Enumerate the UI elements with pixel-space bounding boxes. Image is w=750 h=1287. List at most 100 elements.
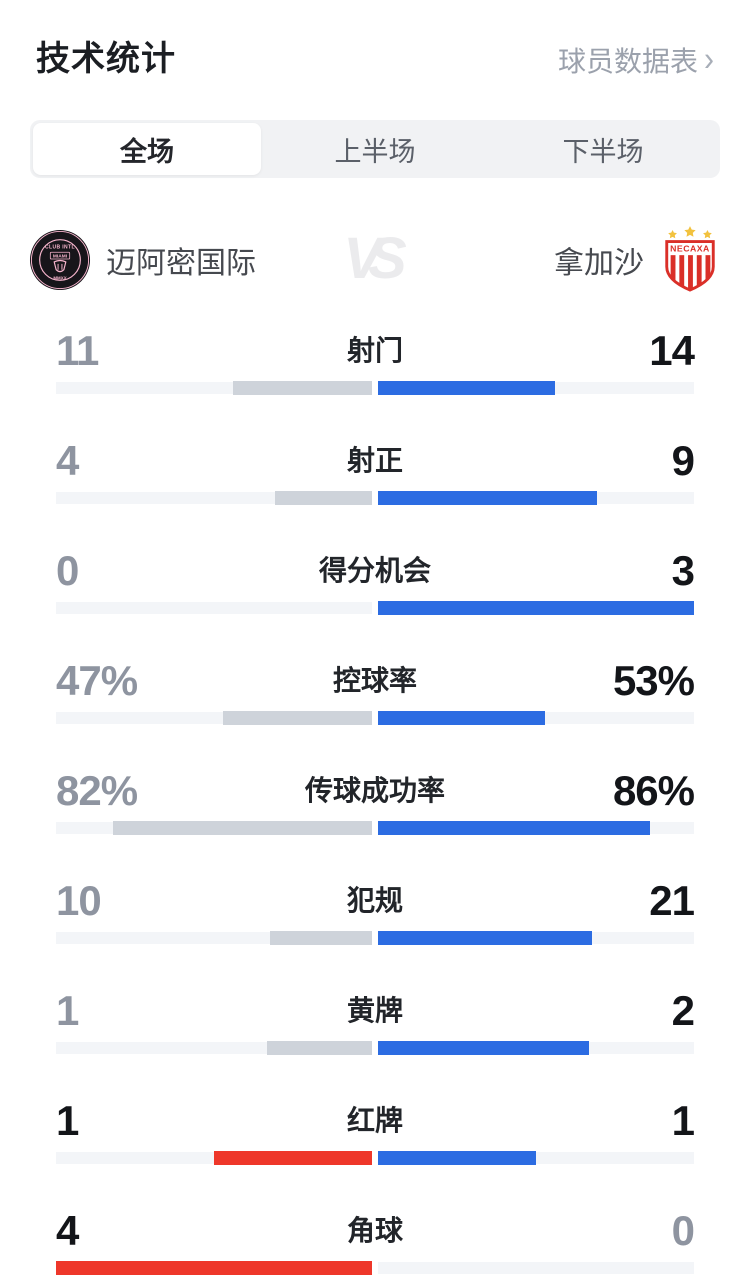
stat-bar xyxy=(56,601,694,615)
svg-text:CLUB INTL: CLUB INTL xyxy=(45,244,75,250)
away-bar-track xyxy=(378,1262,694,1274)
stat-label: 射正 xyxy=(346,445,404,476)
home-bar-track xyxy=(56,711,372,725)
stat-label: 犯规 xyxy=(346,885,404,916)
home-bar-track xyxy=(56,931,372,945)
header: 技术统计 球员数据表 › xyxy=(0,0,750,80)
stat-label: 得分机会 xyxy=(318,555,432,586)
stat-row: 82% 传球成功率 86% xyxy=(56,767,695,878)
stat-row: 4 角球 0 xyxy=(56,1207,695,1287)
away-stat-value: 53% xyxy=(612,657,695,704)
stat-bar xyxy=(56,381,694,395)
necaxa-logo: NECAXA xyxy=(658,226,722,294)
away-bar-fill xyxy=(378,601,694,615)
stat-row: 1 黄牌 2 xyxy=(56,987,695,1098)
stat-row: 0 得分机会 3 xyxy=(56,547,695,658)
home-stat-value: 0 xyxy=(56,547,79,594)
away-stat-value: 9 xyxy=(671,437,695,484)
away-bar-track xyxy=(378,821,694,835)
home-stat-value: 10 xyxy=(56,877,102,924)
stat-bar xyxy=(56,931,694,945)
home-stat-value: 1 xyxy=(56,1097,79,1144)
away-stat-value: 14 xyxy=(649,327,695,374)
away-bar-fill xyxy=(378,931,592,945)
vs-label: VS xyxy=(343,226,406,292)
stat-label: 控球率 xyxy=(332,665,418,696)
away-bar-track xyxy=(378,711,694,725)
away-stat-value: 0 xyxy=(671,1207,695,1254)
away-bar-track xyxy=(378,491,694,505)
home-bar-track xyxy=(56,491,372,505)
stat-bar xyxy=(56,491,694,505)
home-bar-fill xyxy=(56,1261,372,1275)
home-bar-track xyxy=(56,1151,372,1165)
page-title: 技术统计 xyxy=(36,40,176,78)
away-bar-track xyxy=(378,1151,694,1165)
player-data-link-label: 球员数据表 xyxy=(557,46,698,77)
home-bar-fill xyxy=(274,491,372,505)
teams-row: VS CLUB INTL MIAMI MMXX 迈阿密国际 拿加沙 xyxy=(28,226,722,294)
home-bar-track xyxy=(56,1261,372,1275)
home-stat-value: 82% xyxy=(56,767,138,814)
inter-miami-logo: CLUB INTL MIAMI MMXX xyxy=(28,226,92,294)
away-bar-fill xyxy=(378,491,597,505)
home-bar-track xyxy=(56,602,372,614)
away-team-name: 拿加沙 xyxy=(554,247,644,280)
home-stat-value: 1 xyxy=(56,987,79,1034)
home-bar-track xyxy=(56,1041,372,1055)
away-bar-fill xyxy=(378,821,650,835)
home-team: CLUB INTL MIAMI MMXX 迈阿密国际 xyxy=(28,226,256,294)
away-bar-track xyxy=(378,381,694,395)
home-bar-fill xyxy=(232,381,372,395)
home-stat-value: 4 xyxy=(56,1207,79,1254)
stat-bar xyxy=(56,1151,694,1165)
away-stat-value: 1 xyxy=(671,1097,695,1144)
tab-second-half[interactable]: 下半场 xyxy=(562,136,644,167)
stat-row: 11 射门 14 xyxy=(56,327,695,438)
stat-label: 角球 xyxy=(346,1215,404,1246)
away-bar-fill xyxy=(378,1041,589,1055)
stat-row: 10 犯规 21 xyxy=(56,877,695,988)
away-bar-track xyxy=(378,601,694,615)
away-stat-value: 2 xyxy=(671,987,695,1034)
player-data-link[interactable]: 球员数据表 › xyxy=(558,40,714,80)
period-tabs: 全场 上半场 下半场 xyxy=(30,120,720,178)
svg-text:MIAMI: MIAMI xyxy=(53,254,68,260)
away-stat-value: 86% xyxy=(612,767,695,814)
tab-full[interactable]: 全场 xyxy=(33,123,261,175)
away-team: 拿加沙 xyxy=(554,226,722,294)
stats-list: 11 射门 14 4 射正 9 0 得分 xyxy=(0,328,750,1287)
stat-bar xyxy=(56,1041,694,1055)
svg-text:MMXX: MMXX xyxy=(53,275,66,280)
home-stat-value: 11 xyxy=(56,327,99,374)
stat-row: 47% 控球率 53% xyxy=(56,657,695,768)
away-stat-value: 21 xyxy=(649,877,695,924)
home-team-name: 迈阿密国际 xyxy=(106,247,256,280)
away-stat-value: 3 xyxy=(671,547,695,594)
stat-label: 红牌 xyxy=(346,1105,404,1136)
home-bar-fill xyxy=(223,711,372,725)
tab-first-half[interactable]: 上半场 xyxy=(334,136,416,167)
home-bar-track xyxy=(56,821,372,835)
stat-row: 1 红牌 1 xyxy=(56,1097,695,1208)
svg-text:NECAXA: NECAXA xyxy=(670,243,710,253)
away-bar-fill xyxy=(378,381,555,395)
chevron-right-icon: › xyxy=(704,40,714,79)
stat-bar xyxy=(56,1261,694,1275)
stat-row: 4 射正 9 xyxy=(56,437,695,548)
away-bar-fill xyxy=(378,1151,536,1165)
home-stat-value: 4 xyxy=(56,437,79,484)
home-bar-fill xyxy=(214,1151,372,1165)
home-stat-value: 47% xyxy=(56,657,138,704)
stat-label: 射门 xyxy=(346,335,404,366)
stat-label: 黄牌 xyxy=(346,995,404,1026)
home-bar-fill xyxy=(112,821,372,835)
stat-label: 传球成功率 xyxy=(304,775,446,806)
stat-bar xyxy=(56,711,694,725)
home-bar-fill xyxy=(269,931,372,945)
stat-bar xyxy=(56,821,694,835)
away-bar-fill xyxy=(378,711,546,725)
away-bar-track xyxy=(378,931,694,945)
home-bar-fill xyxy=(266,1041,372,1055)
